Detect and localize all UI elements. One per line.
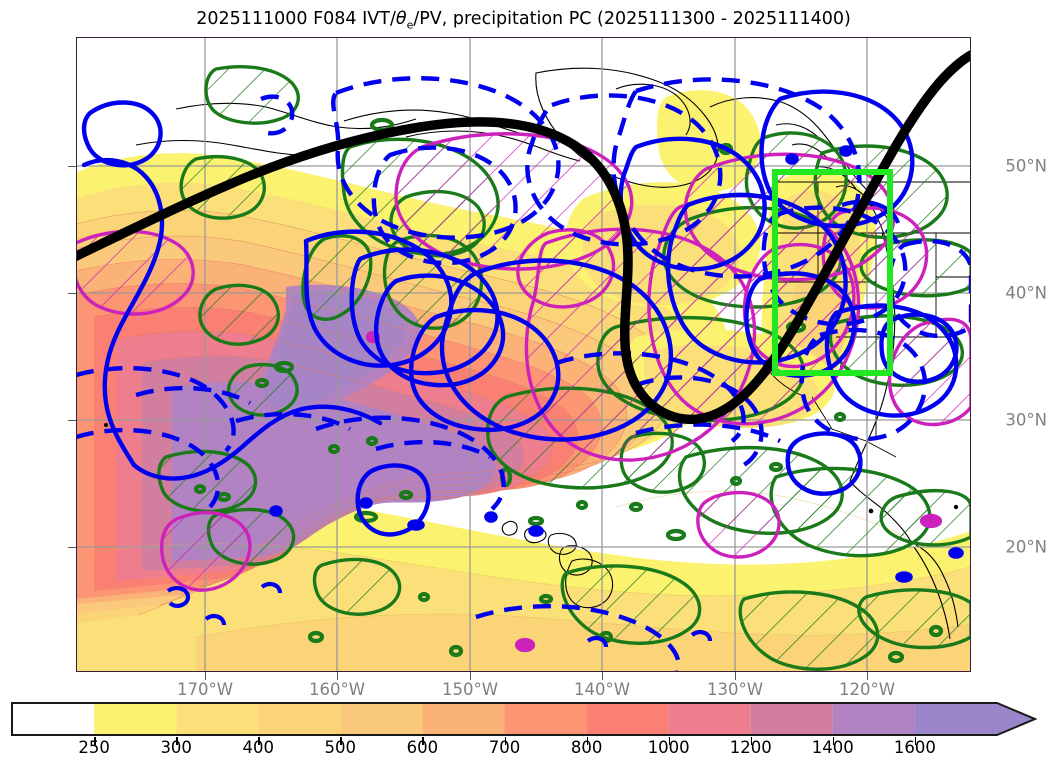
colorbar-label-400: 400: [242, 738, 275, 757]
xtick-mark-2: [470, 672, 472, 680]
colorbar-tick-1400: [832, 737, 835, 745]
theta-e-solid-small-open: [166, 199, 900, 648]
colorbar-band-5: [422, 703, 505, 735]
ytick-label-40n: 40°N: [1005, 283, 1047, 303]
colorbar-svg: [11, 702, 1037, 736]
map-svg: [76, 37, 971, 672]
colorbar-band-7: [586, 703, 669, 735]
colorbar-band-2: [176, 703, 259, 735]
title-prefix: 2025111000 F084 IVT/: [196, 9, 396, 29]
xtick-label-120w: 120°W: [838, 680, 896, 699]
colorbar-label-700: 700: [488, 738, 521, 757]
colorbar-tick-400: [258, 737, 260, 745]
ytick-mark-1: [68, 293, 76, 295]
colorbar-outline: [11, 702, 1037, 736]
xtick-mark-4: [735, 672, 737, 680]
xtick-label-170w: 170°W: [176, 680, 234, 699]
colorbar-band-9: [750, 703, 833, 735]
xtick-label-150w: 150°W: [441, 680, 499, 699]
ytick-mark-2: [68, 420, 76, 422]
theta-e-solid-small: [269, 145, 964, 583]
colorbar-band-4: [340, 703, 423, 735]
colorbar-tick-600: [422, 737, 424, 745]
precip-pc-green-small-blobs: [193, 117, 944, 664]
colorbar-band-6: [504, 703, 587, 735]
ytick-label-30n: 30°N: [1005, 410, 1047, 430]
colorbar-tick-1600: [914, 737, 917, 745]
colorbar-band-1: [94, 703, 177, 735]
colorbar-band-8: [668, 703, 751, 735]
colorbar-band-11: [914, 703, 997, 735]
colorbar-band-0: [12, 703, 95, 735]
ytick-label-20n: 20°N: [1005, 537, 1047, 557]
page-title: 2025111000 F084 IVT/θe/PV, precipitation…: [0, 9, 1047, 32]
colorbar-label-600: 600: [406, 738, 439, 757]
colorbar-tick-1200: [750, 737, 753, 745]
xtick-label-160w: 160°W: [308, 680, 366, 699]
colorbar-tick-700: [504, 737, 507, 745]
colorbar-label-1400: 1400: [811, 738, 854, 757]
colorbar-tick-800: [586, 737, 589, 745]
xtick-label-130w: 130°W: [706, 680, 764, 699]
ytick-label-50n: 50°N: [1005, 156, 1047, 176]
colorbar-label-1600: 1600: [893, 738, 936, 757]
title-theta: θ: [395, 9, 407, 29]
region-of-interest-box[interactable]: [772, 169, 893, 376]
ytick-mark-0: [68, 166, 76, 168]
colorbar-extend-arrow: [997, 703, 1035, 735]
map-plot-area[interactable]: [76, 37, 971, 672]
xtick-mark-1: [337, 672, 339, 680]
xtick-label-140w: 140°W: [573, 680, 631, 699]
colorbar[interactable]: [10, 701, 1037, 737]
title-suffix: /PV, precipitation PC (2025111300 - 2025…: [413, 9, 851, 29]
xtick-mark-3: [602, 672, 604, 680]
colorbar-band-10: [832, 703, 915, 735]
colorbar-label-500: 500: [324, 738, 357, 757]
pv-tropopause-contour: [76, 50, 971, 425]
title-subscript: e: [406, 18, 414, 32]
colorbar-label-250: 250: [78, 738, 110, 757]
ytick-mark-3: [68, 547, 76, 549]
colorbar-tick-1000: [668, 737, 671, 745]
colorbar-tick-300: [176, 737, 178, 745]
colorbar-band-3: [258, 703, 341, 735]
colorbar-label-300: 300: [160, 738, 192, 757]
xtick-mark-5: [867, 672, 869, 680]
colorbar-tick-250: [94, 737, 96, 745]
colorbar-label-800: 800: [570, 738, 603, 757]
xtick-mark-0: [205, 672, 207, 680]
colorbar-label-1200: 1200: [729, 738, 772, 757]
theta-e-dashed-contours: [76, 76, 971, 672]
colorbar-tick-500: [340, 737, 342, 745]
colorbar-label-1000: 1000: [647, 738, 690, 757]
